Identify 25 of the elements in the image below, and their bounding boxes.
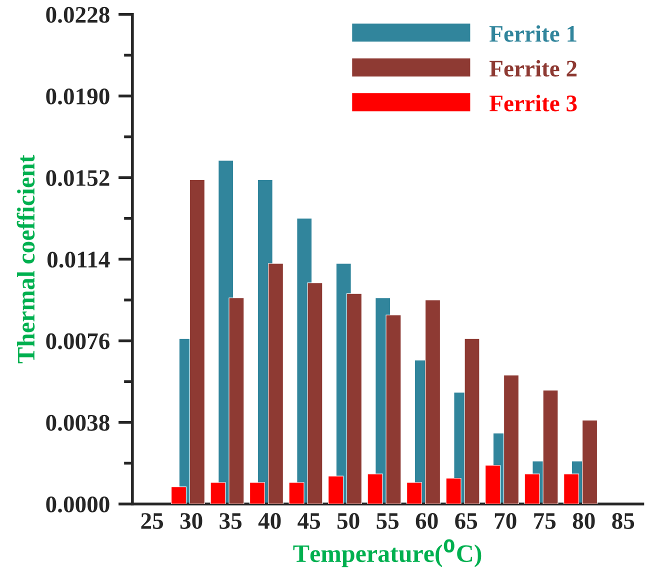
x-tick-label: 40 — [258, 513, 281, 529]
x-axis-title: Temperature($^{0}$C) — [293, 539, 482, 568]
x-tick-label: 80 — [572, 513, 595, 529]
x-tick-label: 60 — [416, 513, 438, 529]
y-tick-label: 0.0038 — [46, 414, 110, 431]
y-tick-label: 0.0114 — [47, 252, 110, 268]
x-tick-label: 25 — [141, 513, 163, 529]
y-axis-title: Thermal coefficient — [16, 154, 35, 364]
x-tick-label: 35 — [220, 513, 242, 529]
text: Ferrite 2 — [489, 60, 577, 77]
x-tick-label: 55 — [376, 513, 399, 529]
y-tick-label: 0.0000 — [46, 496, 110, 513]
text: Ferrite 3 — [489, 94, 577, 112]
x-tick-label: 65 — [455, 513, 478, 529]
y-tick-label: 0.0190 — [46, 88, 110, 105]
x-tick-label: 75 — [534, 513, 556, 529]
y-tick-label: 0.0076 — [46, 333, 110, 350]
y-tick-label: 0.0228 — [46, 6, 110, 23]
x-tick-label: 30 — [180, 513, 202, 529]
x-tick-label: 45 — [298, 513, 320, 529]
text: Ferrite 1 — [489, 25, 576, 42]
y-tick-label: 0.0152 — [46, 170, 110, 186]
x-tick-label: 70 — [494, 513, 516, 529]
x-tick-label: 85 — [612, 513, 634, 529]
x-tick-label: 50 — [337, 513, 360, 529]
